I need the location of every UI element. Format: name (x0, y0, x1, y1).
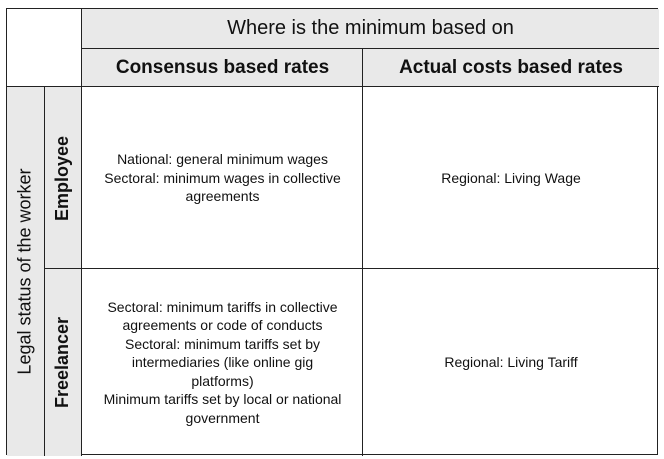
grid-line (44, 87, 45, 456)
cell-line: Regional: Living Wage (441, 169, 581, 186)
column-header-actual-costs: Actual costs based rates (363, 48, 659, 87)
cell-line: Sectoral: minimum tariffs in collective (107, 298, 338, 315)
cell-employee-consensus: National: general minimum wages Sectoral… (82, 87, 363, 269)
cell-line: government (185, 409, 260, 426)
cell-line: intermediaries (like online gig (131, 354, 314, 371)
cell-line: National: general minimum wages (117, 151, 328, 168)
grid-line (81, 9, 82, 456)
cell-freelancer-actual-costs: Regional: Living Tariff (363, 269, 659, 456)
cell-freelancer-consensus: Sectoral: minimum tariffs in collective … (82, 269, 363, 456)
column-header-consensus-text: Consensus based rates (115, 56, 330, 78)
cell-line: agreements (185, 188, 260, 205)
row-header-employee-text: Employee (52, 135, 73, 221)
grid-line (362, 48, 363, 456)
column-header-actual-costs-text: Actual costs based rates (399, 56, 623, 78)
cell-line: agreements or code of conducts (122, 317, 323, 334)
classification-table: Where is the minimum based on Consensus … (6, 8, 659, 456)
grid-line (7, 86, 659, 87)
cell-line: Regional: Living Tariff (444, 354, 578, 371)
cell-employee-actual-costs: Regional: Living Wage (363, 87, 659, 269)
cell-line: Minimum tariffs set by local or national (103, 391, 342, 408)
grid-line (44, 268, 659, 269)
row-header-employee: Employee (44, 87, 82, 269)
cell-line: Sectoral: minimum tariffs set by (124, 335, 321, 352)
side-header-text: Legal status of the worker (15, 168, 35, 375)
cell-line: Sectoral: minimum wages in collective (104, 169, 341, 186)
top-header-text: Where is the minimum based on (227, 17, 514, 39)
cell-line: platforms) (191, 372, 254, 389)
row-header-freelancer-text: Freelancer (52, 316, 73, 409)
side-header-cell: Legal status of the worker (7, 87, 44, 456)
column-header-consensus: Consensus based rates (82, 48, 363, 87)
grid-line (81, 48, 659, 49)
top-header-cell: Where is the minimum based on (82, 9, 659, 48)
row-header-freelancer: Freelancer (44, 269, 82, 456)
